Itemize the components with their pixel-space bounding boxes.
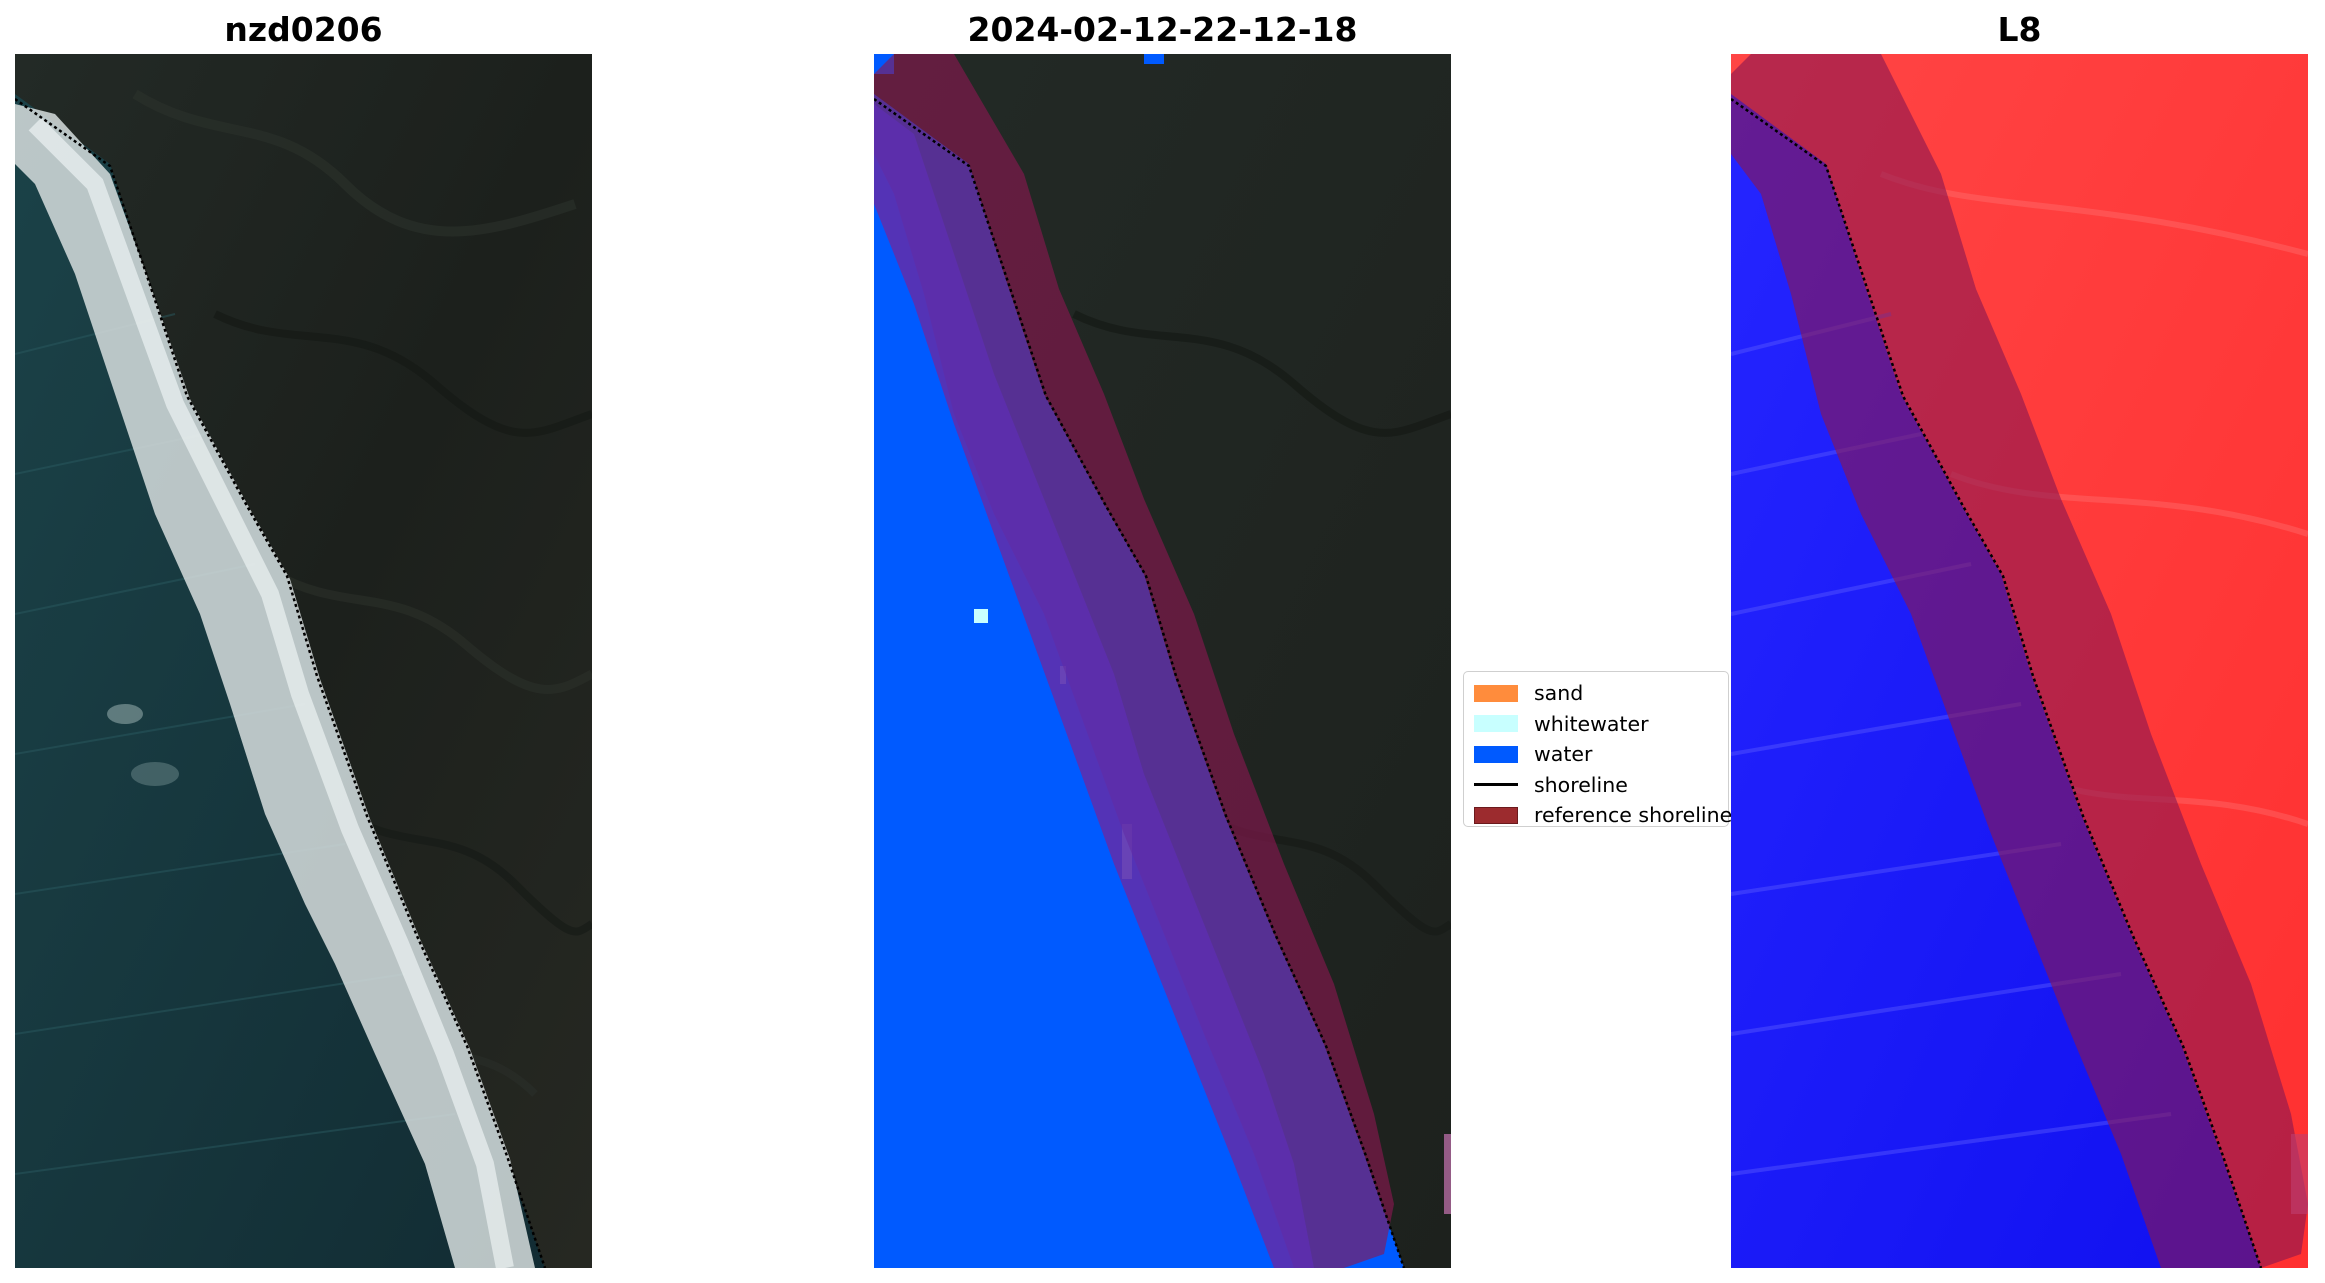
legend-item-water: water: [1474, 739, 1718, 770]
panel-title-index: L8: [1997, 10, 2042, 49]
legend-item-shoreline: shoreline: [1474, 770, 1718, 801]
detected-shoreline: [15, 97, 547, 1268]
index-panel: [1731, 54, 2308, 1268]
detected-shoreline: [1731, 97, 2263, 1268]
detected-shoreline: [874, 97, 1406, 1268]
rgb-image-panel: [15, 54, 592, 1268]
water-in-buffer: [874, 104, 1314, 1268]
rgb-satellite-image: [15, 54, 592, 1268]
legend-item-whitewater: whitewater: [1474, 709, 1718, 740]
legend-item-sand: sand: [1474, 678, 1718, 709]
legend: sand whitewater water shoreline referenc…: [1463, 671, 1732, 827]
sand-swatch: [1474, 684, 1518, 702]
whitewater-swatch: [1474, 715, 1518, 733]
panel-title-classification: 2024-02-12-22-12-18: [967, 10, 1358, 49]
reference-shoreline-buffer: [874, 54, 1394, 1268]
classification-panel: [874, 54, 1451, 1268]
whitewater-class-patch: [974, 609, 988, 623]
reference-shoreline-swatch: [1474, 806, 1518, 824]
reference-shoreline-buffer: [1731, 54, 2308, 1268]
legend-item-reference-shoreline: reference shoreline: [1474, 800, 1732, 831]
shoreline-line-swatch: [1474, 783, 1518, 787]
water-swatch: [1474, 745, 1518, 763]
panel-title-rgb: nzd0206: [224, 10, 383, 49]
index-image: [1731, 54, 2308, 1268]
classification-image: [874, 54, 1451, 1268]
